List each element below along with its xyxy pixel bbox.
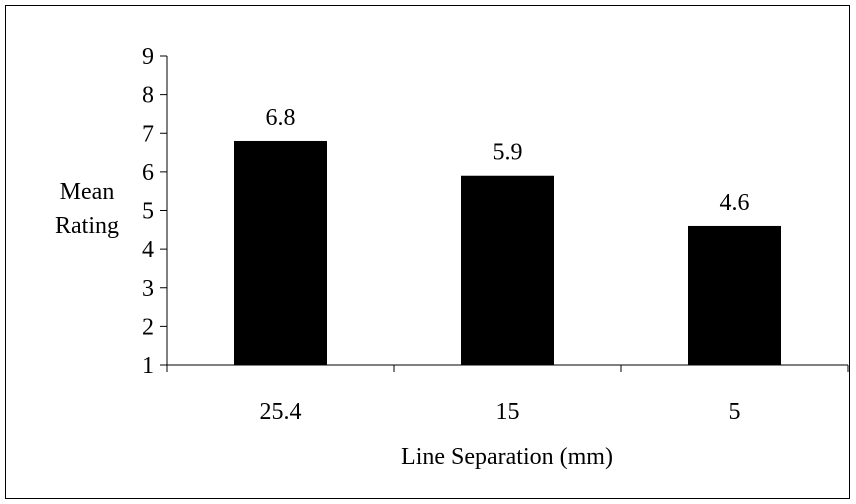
bar-2: [688, 225, 781, 365]
y-axis-label-line-1: Mean: [60, 179, 115, 205]
data-label-2: 4.6: [720, 190, 750, 216]
y-tick-label-3: 4: [142, 237, 154, 263]
y-axis-label-line-2: Rating: [55, 213, 119, 239]
y-tick-label-8: 9: [142, 44, 154, 70]
y-tick-label-6: 7: [142, 121, 154, 147]
labels-layer: 6.8 25.4 5.9 15 4.6 5 1 2 3 4 5 6 7 8 9: [142, 44, 750, 425]
y-tick-label-1: 2: [142, 314, 154, 340]
y-tick-label-0: 1: [142, 353, 154, 379]
x-tick-label-1: 15: [496, 399, 520, 425]
x-tick-label-0: 25.4: [260, 399, 302, 425]
bar-1: [461, 175, 554, 365]
y-tick-label-5: 6: [142, 160, 154, 186]
data-label-1: 5.9: [493, 140, 523, 166]
x-tick-label-2: 5: [729, 399, 741, 425]
bar-0: [234, 140, 327, 365]
y-tick-label-2: 3: [142, 276, 154, 302]
y-tick-label-7: 8: [142, 83, 154, 109]
bars-layer: [234, 140, 781, 365]
axes-layer: [160, 55, 849, 372]
x-axis-label: Line Separation (mm): [401, 444, 613, 470]
y-tick-label-4: 5: [142, 199, 154, 225]
data-label-0: 6.8: [266, 105, 296, 131]
